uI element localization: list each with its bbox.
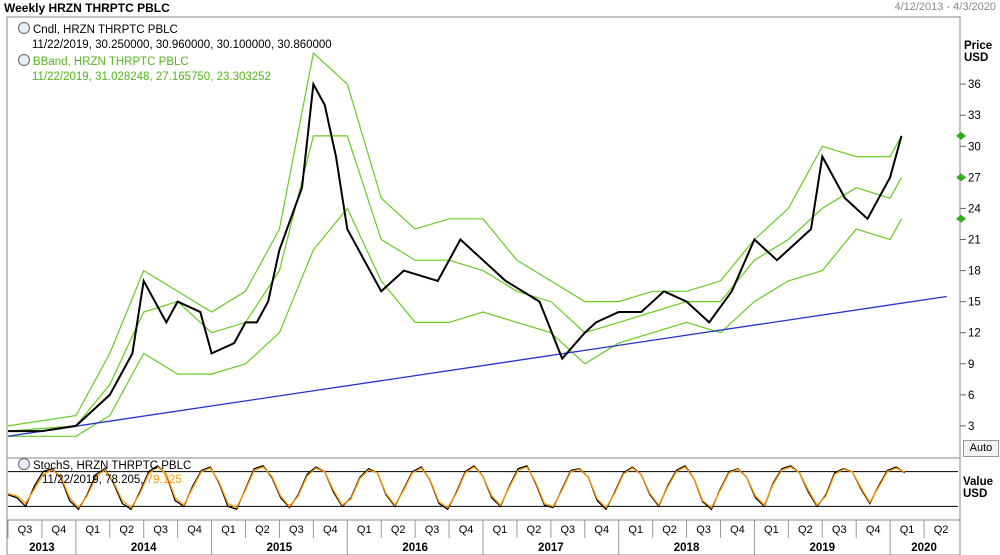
- x-quarter-label: Q1: [221, 524, 236, 536]
- legend-toggle-icon[interactable]: [18, 22, 30, 34]
- bollinger-bands: [7, 51, 903, 437]
- x-quarter-label: Q2: [391, 524, 406, 536]
- trendline-line: [7, 295, 947, 437]
- x-year-label: 2013: [29, 542, 55, 554]
- x-quarter-label: Q1: [85, 524, 100, 536]
- candle-legend-values: 11/22/2019, 30.250000, 30.960000, 30.100…: [32, 39, 332, 51]
- stoch-legend-label: StochS, HRZN THRPTC PBLC: [33, 460, 192, 472]
- x-year-label: 2016: [402, 542, 428, 554]
- x-quarter-label: Q2: [527, 524, 542, 536]
- x-year-label: 2015: [267, 542, 293, 554]
- x-year-label: 2018: [674, 542, 700, 554]
- stoch-d-line: [7, 466, 906, 509]
- x-year-label: 2017: [538, 542, 564, 554]
- x-quarter-label: Q2: [934, 524, 949, 536]
- value-axis-title-line2: USD: [963, 488, 988, 500]
- stoch-legend-d: 79.125: [146, 474, 182, 486]
- stoch-series: [7, 464, 958, 511]
- stoch-panel: [6, 457, 961, 521]
- y-tick-label: 36: [968, 79, 981, 91]
- x-quarter-label: Q1: [493, 524, 508, 536]
- legend-toggle-icon[interactable]: [18, 458, 30, 470]
- x-quarter-label: Q1: [900, 524, 915, 536]
- x-quarter-label: Q2: [662, 524, 677, 536]
- last-value-marker: [956, 131, 966, 140]
- bband-middle-line: [7, 135, 903, 432]
- x-quarter-label: Q1: [764, 524, 779, 536]
- legend-toggle-icon[interactable]: [18, 54, 30, 66]
- stoch-legend-k: 11/22/2019, 78.205,: [42, 474, 144, 486]
- bband-legend-label: BBand, HRZN THRPTC PBLC: [33, 56, 189, 68]
- y-tick-label: 15: [968, 297, 981, 309]
- last-value-marker: [956, 214, 966, 223]
- x-quarter-label: Q3: [289, 524, 304, 536]
- x-quarter-label: Q1: [628, 524, 643, 536]
- y-tick-label: 12: [968, 328, 981, 340]
- x-quarter-label: Q3: [832, 524, 847, 536]
- x-quarter-label: Q4: [459, 524, 474, 536]
- bband-legend-values: 11/22/2019, 31.028248, 27.165750, 23.303…: [32, 71, 271, 83]
- price-axis-title: Price USD: [964, 40, 992, 64]
- price-axis-title-line1: Price: [964, 40, 993, 52]
- y-tick-label: 27: [968, 172, 981, 184]
- x-quarter-label: Q3: [696, 524, 711, 536]
- price-axis-title-line2: USD: [964, 52, 989, 64]
- y-tick-label: 21: [968, 235, 981, 247]
- x-quarter-label: Q4: [52, 524, 67, 536]
- grid: [960, 83, 966, 427]
- chart-title: Weekly HRZN THRPTC PBLC: [4, 1, 170, 15]
- x-quarter-label: Q4: [866, 524, 881, 536]
- x-quarter-label: Q2: [798, 524, 813, 536]
- x-quarter-label: Q4: [323, 524, 338, 536]
- bband-upper-line: [7, 51, 903, 427]
- x-year-label: 2014: [131, 542, 157, 554]
- date-range: 4/12/2013 - 4/3/2020: [894, 1, 996, 13]
- last-value-markers: [956, 131, 966, 223]
- x-year-label: 2020: [911, 542, 937, 554]
- x-year-label: 2019: [809, 542, 835, 554]
- y-tick-label: 9: [968, 359, 974, 371]
- candle-legend-label: Cndl, HRZN THRPTC PBLC: [33, 24, 178, 36]
- price-line: [8, 80, 903, 433]
- stoch-legend[interactable]: StochS, HRZN THRPTC PBLC 11/22/2019, 78.…: [18, 458, 191, 487]
- y-tick-label: 30: [968, 141, 981, 153]
- x-quarter-label: Q4: [594, 524, 609, 536]
- y-tick-label: 6: [968, 390, 974, 402]
- y-tick-label: 24: [968, 203, 981, 215]
- bband-legend[interactable]: BBand, HRZN THRPTC PBLC 11/22/2019, 31.0…: [18, 54, 271, 85]
- y-tick-label: 3: [968, 421, 974, 433]
- x-quarter-label: Q2: [119, 524, 134, 536]
- x-axis-labels: Q3 Q4 Q1 Q2 Q3 Q4 Q1 Q2 Q3 Q4 Q1 Q2 Q3 Q4 Q1 Q2 Q3 Q4 Q1 Q2…: [7, 520, 949, 555]
- y-tick-label: 18: [968, 266, 981, 278]
- x-quarter-label: Q3: [560, 524, 575, 536]
- y-tick-label: 33: [968, 110, 981, 122]
- bband-lower-line: [8, 207, 903, 437]
- x-quarter-label: Q3: [18, 524, 33, 536]
- candle-legend[interactable]: Cndl, HRZN THRPTC PBLC 11/22/2019, 30.25…: [18, 22, 332, 53]
- x-quarter-label: Q3: [153, 524, 168, 536]
- trendline: [7, 295, 947, 437]
- x-quarter-label: Q2: [255, 524, 270, 536]
- price-series: [8, 80, 903, 433]
- x-quarter-label: Q1: [357, 524, 372, 536]
- value-axis-title-line1: Value: [963, 476, 994, 488]
- auto-scale-button[interactable]: Auto: [963, 440, 999, 457]
- x-quarter-label: Q3: [425, 524, 440, 536]
- last-value-marker: [956, 173, 966, 182]
- x-quarter-label: Q4: [730, 524, 745, 536]
- x-quarter-label: Q4: [187, 524, 202, 536]
- value-axis-title: Value USD: [963, 476, 993, 500]
